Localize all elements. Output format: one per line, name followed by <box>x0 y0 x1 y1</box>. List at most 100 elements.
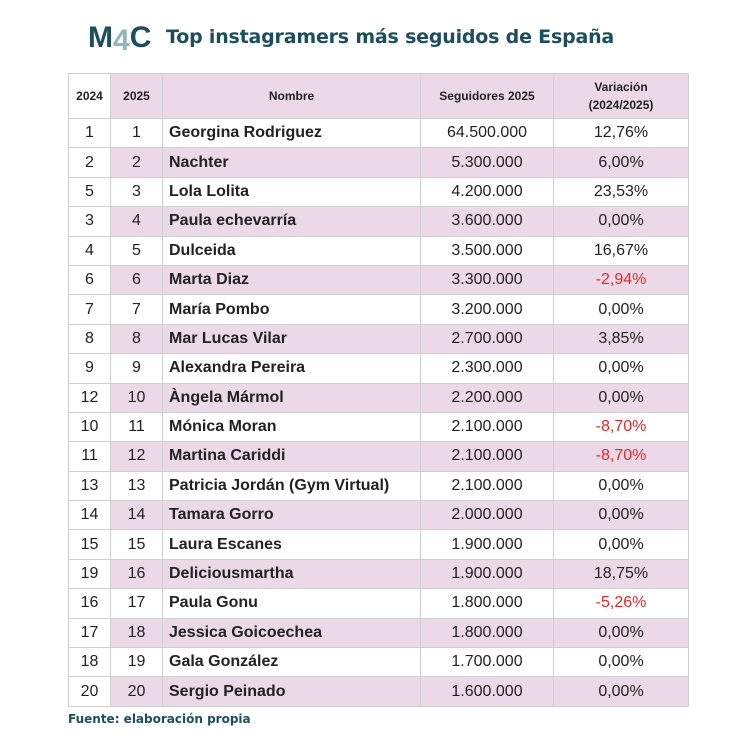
name-cell: Marta Diaz <box>162 264 421 296</box>
rank-2025-cell: 17 <box>110 588 163 619</box>
followers-2025-cell: 3.600.000 <box>420 206 554 237</box>
table-row: 5 3 Lola Lolita 4.200.000 23,53% <box>68 176 689 208</box>
rank-2024-cell: 14 <box>68 500 111 531</box>
followers-2025-cell: 2.300.000 <box>420 353 554 384</box>
rank-2025-cell: 9 <box>110 353 163 384</box>
name-cell: Patricia Jordán (Gym Virtual) <box>162 470 421 502</box>
name-cell: Laura Escanes <box>162 529 421 560</box>
rank-2024-cell: 8 <box>68 323 111 355</box>
rank-2024-cell: 4 <box>68 235 111 266</box>
variation-cell: 0,00% <box>553 617 689 649</box>
name-cell: Lola Lolita <box>162 176 421 208</box>
table-row: 9 9 Alexandra Pereira 2.300.000 0,00% <box>68 353 689 384</box>
header-2024: 2024 <box>68 73 111 119</box>
followers-2025-cell: 3.300.000 <box>420 264 554 296</box>
name-cell: Tamara Gorro <box>162 500 421 531</box>
followers-2025-cell: 2.100.000 <box>420 441 554 472</box>
followers-2025-cell: 1.900.000 <box>420 529 554 560</box>
name-cell: Àngela Mármol <box>162 382 421 413</box>
table-row: 11 12 Martina Cariddi 2.100.000 -8,70% <box>68 441 689 472</box>
rank-2025-cell: 2 <box>110 147 163 178</box>
rank-2024-cell: 20 <box>68 676 111 707</box>
table-row: 6 6 Marta Diaz 3.300.000 -2,94% <box>68 264 689 296</box>
rank-2024-cell: 5 <box>68 176 111 208</box>
header-2025: 2025 <box>110 73 163 119</box>
followers-2025-cell: 64.500.000 <box>420 117 554 149</box>
logo-letter: C <box>129 21 152 54</box>
rank-2025-cell: 12 <box>110 441 163 472</box>
variation-cell: 23,53% <box>553 176 689 208</box>
rank-2025-cell: 10 <box>110 382 163 413</box>
followers-2025-cell: 1.800.000 <box>420 588 554 619</box>
variation-cell: -8,70% <box>553 411 689 443</box>
rank-2025-cell: 1 <box>110 117 163 149</box>
name-cell: Deliciousmartha <box>162 558 421 590</box>
rank-2024-cell: 1 <box>68 117 111 149</box>
name-cell: Dulceida <box>162 235 421 266</box>
followers-2025-cell: 2.200.000 <box>420 382 554 413</box>
rank-2025-cell: 4 <box>110 206 163 237</box>
rank-2025-cell: 15 <box>110 529 163 560</box>
rank-2025-cell: 5 <box>110 235 163 266</box>
page-title: Top instagramers más seguidos de España <box>166 26 615 48</box>
rank-2025-cell: 18 <box>110 617 163 649</box>
name-cell: Mónica Moran <box>162 411 421 443</box>
name-cell: María Pombo <box>162 294 421 325</box>
logo-letter: M <box>88 21 113 54</box>
variation-cell: 3,85% <box>553 323 689 355</box>
rank-2024-cell: 18 <box>68 647 111 678</box>
table-row: 3 4 Paula echevarría 3.600.000 0,00% <box>68 206 689 237</box>
rank-2025-cell: 8 <box>110 323 163 355</box>
ranking-table: 2024 2025 Nombre Seguidores 2025 Variaci… <box>68 73 689 707</box>
variation-cell: 0,00% <box>553 470 689 502</box>
rank-2025-cell: 19 <box>110 647 163 678</box>
variation-cell: 18,75% <box>553 558 689 590</box>
header-seguidores: Seguidores 2025 <box>420 73 554 119</box>
followers-2025-cell: 3.500.000 <box>420 235 554 266</box>
table-row: 15 15 Laura Escanes 1.900.000 0,00% <box>68 529 689 560</box>
rank-2024-cell: 16 <box>68 588 111 619</box>
variation-cell: 0,00% <box>553 676 689 707</box>
name-cell: Nachter <box>162 147 421 178</box>
variation-cell: -8,70% <box>553 441 689 472</box>
name-cell: Martina Cariddi <box>162 441 421 472</box>
table-row: 18 19 Gala González 1.700.000 0,00% <box>68 647 689 678</box>
table-row: 19 16 Deliciousmartha 1.900.000 18,75% <box>68 558 689 590</box>
table-row: 4 5 Dulceida 3.500.000 16,67% <box>68 235 689 266</box>
variation-cell: 0,00% <box>553 500 689 531</box>
variation-cell: 0,00% <box>553 382 689 413</box>
rank-2024-cell: 3 <box>68 206 111 237</box>
table-row: 13 13 Patricia Jordán (Gym Virtual) 2.100.0… <box>68 470 689 502</box>
followers-2025-cell: 1.700.000 <box>420 647 554 678</box>
followers-2025-cell: 1.800.000 <box>420 617 554 649</box>
header-variacion: Variación (2024/2025) <box>553 73 689 119</box>
table-row: 1 1 Georgina Rodriguez 64.500.000 12,76% <box>68 117 689 149</box>
variation-cell: 0,00% <box>553 206 689 237</box>
followers-2025-cell: 2.700.000 <box>420 323 554 355</box>
followers-2025-cell: 5.300.000 <box>420 147 554 178</box>
rank-2025-cell: 7 <box>110 294 163 325</box>
rank-2024-cell: 10 <box>68 411 111 443</box>
variation-cell: 0,00% <box>553 647 689 678</box>
name-cell: Georgina Rodriguez <box>162 117 421 149</box>
rank-2024-cell: 9 <box>68 353 111 384</box>
rank-2024-cell: 11 <box>68 441 111 472</box>
rank-2024-cell: 6 <box>68 264 111 296</box>
name-cell: Paula Gonu <box>162 588 421 619</box>
header-nombre: Nombre <box>162 73 421 119</box>
table-row: 20 20 Sergio Peinado 1.600.000 0,00% <box>68 676 689 707</box>
rank-2024-cell: 7 <box>68 294 111 325</box>
table-row: 16 17 Paula Gonu 1.800.000 -5,26% <box>68 588 689 619</box>
rank-2024-cell: 12 <box>68 382 111 413</box>
table-row: 17 18 Jessica Goicoechea 1.800.000 0,00% <box>68 617 689 649</box>
variation-cell: 12,76% <box>553 117 689 149</box>
followers-2025-cell: 1.600.000 <box>420 676 554 707</box>
variation-cell: 0,00% <box>553 294 689 325</box>
rank-2025-cell: 14 <box>110 500 163 531</box>
table-row: 8 8 Mar Lucas Vilar 2.700.000 3,85% <box>68 323 689 355</box>
rank-2025-cell: 16 <box>110 558 163 590</box>
rank-2025-cell: 6 <box>110 264 163 296</box>
followers-2025-cell: 4.200.000 <box>420 176 554 208</box>
rank-2025-cell: 3 <box>110 176 163 208</box>
